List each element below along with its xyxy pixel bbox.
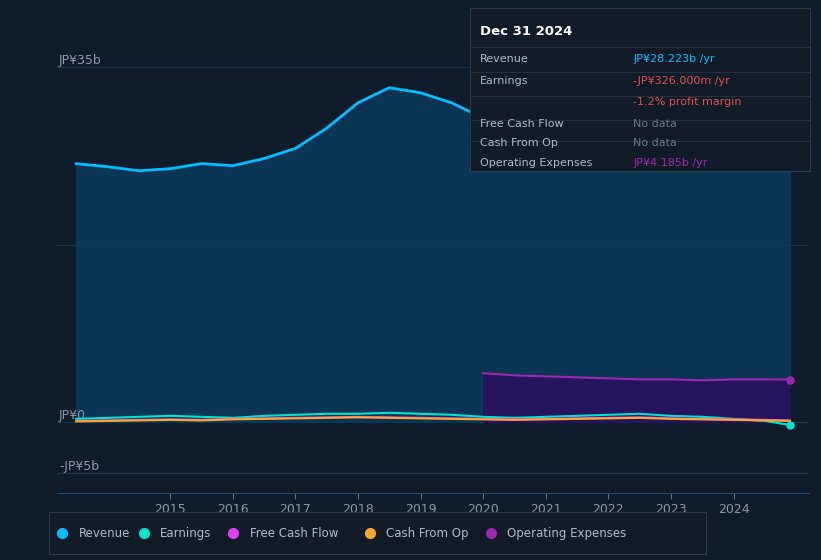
Text: Operating Expenses: Operating Expenses xyxy=(507,527,626,540)
Text: Free Cash Flow: Free Cash Flow xyxy=(250,527,338,540)
Text: No data: No data xyxy=(633,138,677,148)
Text: No data: No data xyxy=(633,119,677,129)
Text: Dec 31 2024: Dec 31 2024 xyxy=(479,25,572,38)
Text: Earnings: Earnings xyxy=(160,527,212,540)
Text: JP¥35b: JP¥35b xyxy=(59,54,102,67)
Text: JP¥28.223b /yr: JP¥28.223b /yr xyxy=(633,54,715,64)
Text: JP¥4.185b /yr: JP¥4.185b /yr xyxy=(633,157,708,167)
Text: Operating Expenses: Operating Expenses xyxy=(479,157,592,167)
Text: -JP¥5b: -JP¥5b xyxy=(59,460,99,473)
Text: Cash From Op: Cash From Op xyxy=(479,138,557,148)
Text: Revenue: Revenue xyxy=(79,527,131,540)
Text: Revenue: Revenue xyxy=(479,54,529,64)
Text: Cash From Op: Cash From Op xyxy=(386,527,469,540)
Text: -1.2% profit margin: -1.2% profit margin xyxy=(633,97,741,108)
Text: JP¥0: JP¥0 xyxy=(59,409,86,422)
Text: -JP¥326.000m /yr: -JP¥326.000m /yr xyxy=(633,76,730,86)
Text: Earnings: Earnings xyxy=(479,76,529,86)
Text: Free Cash Flow: Free Cash Flow xyxy=(479,119,563,129)
